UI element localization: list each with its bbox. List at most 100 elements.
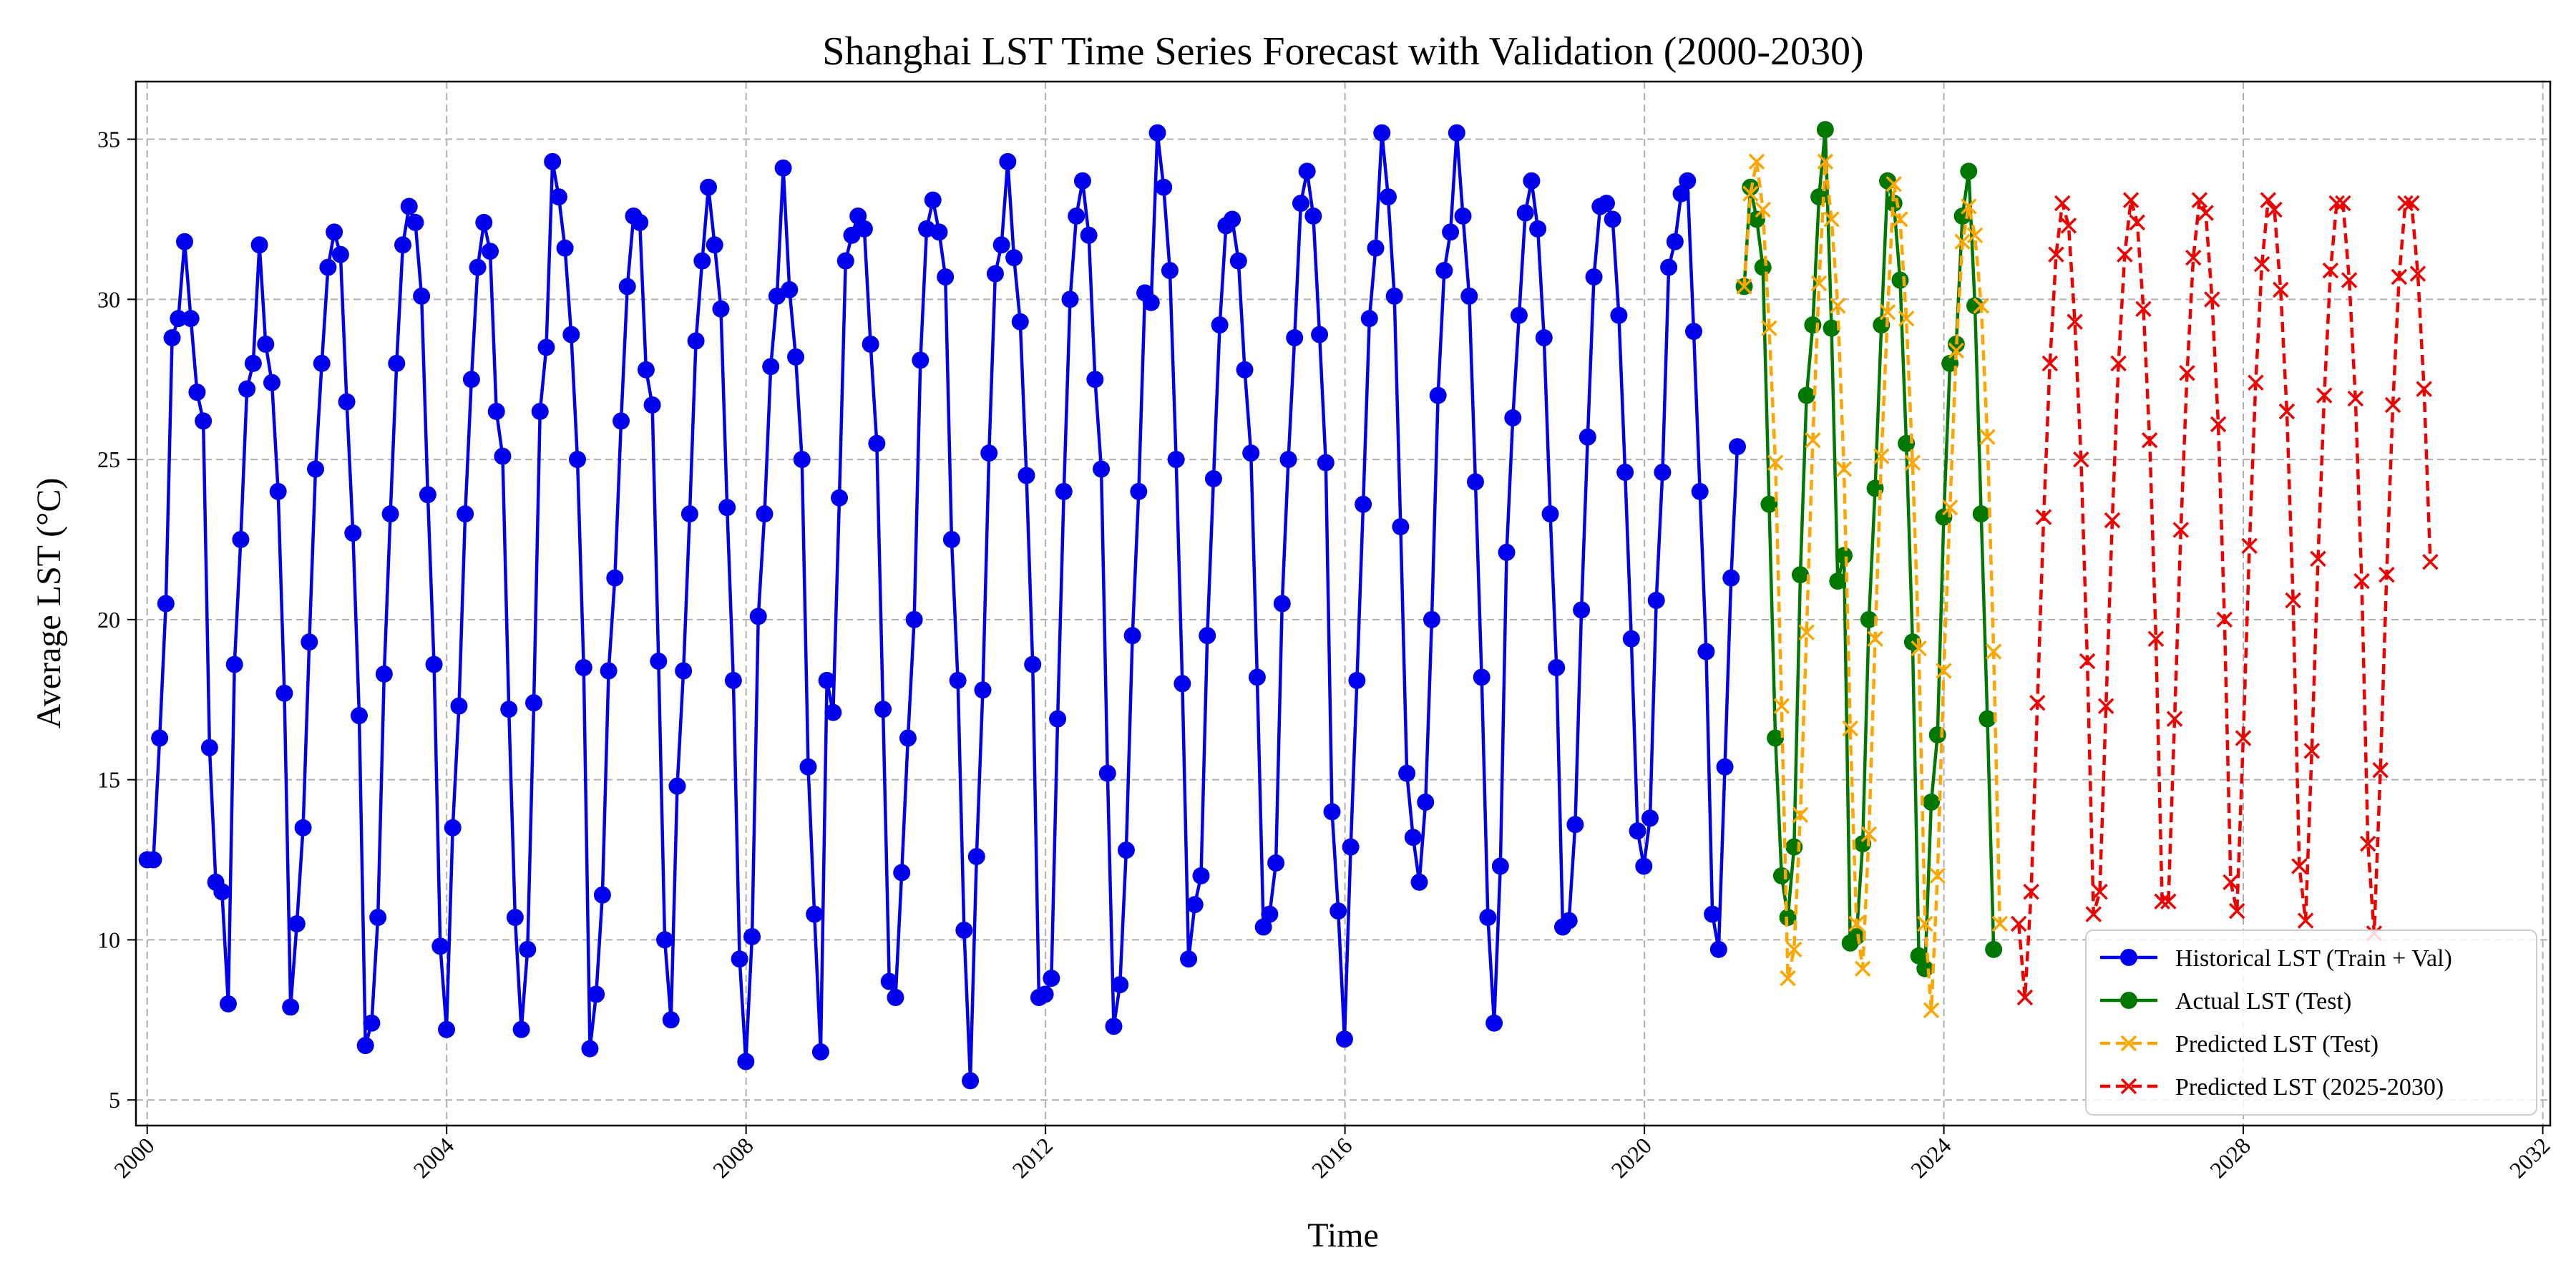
data-point — [500, 701, 518, 718]
data-point — [1854, 835, 1872, 853]
data-point — [1404, 829, 1422, 847]
data-point — [1716, 758, 1734, 776]
data-point — [1435, 262, 1453, 280]
data-point — [680, 505, 698, 523]
data-point — [613, 412, 630, 430]
data-point — [175, 233, 193, 250]
legend-swatch-marker — [2120, 1035, 2137, 1052]
data-point — [1736, 278, 1752, 295]
data-point — [1748, 153, 1765, 170]
data-point — [381, 505, 399, 523]
data-point — [1830, 298, 1846, 314]
data-point — [1610, 306, 1628, 324]
data-point — [1954, 233, 1971, 250]
data-point — [1829, 572, 1847, 590]
data-point — [887, 988, 904, 1006]
data-point — [818, 671, 836, 689]
data-point — [531, 402, 549, 420]
y-tick-label: 20 — [97, 607, 120, 633]
data-point — [992, 236, 1010, 254]
data-point — [2010, 915, 2027, 932]
data-point — [1835, 547, 1853, 565]
y-tick-label: 35 — [97, 127, 120, 152]
data-point — [2160, 893, 2177, 909]
data-point — [1279, 451, 1297, 469]
data-point — [1174, 675, 1191, 693]
legend-label: Predicted LST (Test) — [2175, 1031, 2379, 1058]
data-point — [213, 883, 231, 901]
data-point — [905, 610, 923, 628]
data-point — [831, 489, 849, 507]
data-point — [313, 354, 331, 372]
y-axis-title: Average LST (°C) — [30, 478, 68, 729]
data-point — [1342, 838, 1360, 856]
data-point — [2041, 355, 2059, 372]
data-point — [1460, 287, 1478, 305]
data-point — [394, 236, 412, 254]
data-point — [157, 595, 175, 613]
data-point — [1348, 671, 1366, 689]
data-point — [1879, 303, 1896, 321]
data-point — [868, 434, 886, 452]
data-point — [1417, 793, 1435, 811]
data-point — [288, 915, 306, 933]
y-tick-label: 30 — [97, 286, 120, 312]
data-point — [1798, 624, 1815, 641]
data-point — [899, 729, 917, 747]
data-point — [1061, 291, 1079, 308]
data-point — [1311, 326, 1329, 343]
data-point — [2260, 192, 2277, 208]
data-point — [1597, 195, 1615, 213]
data-point — [569, 451, 587, 469]
data-point — [2397, 195, 2414, 212]
data-point — [1966, 227, 1984, 244]
data-point — [1304, 207, 1322, 225]
data-point — [350, 707, 368, 725]
data-point — [1093, 460, 1111, 478]
data-point — [2141, 432, 2158, 449]
data-point — [550, 188, 567, 206]
data-point — [1823, 211, 1840, 228]
data-point — [1728, 438, 1746, 456]
data-point — [793, 451, 811, 469]
data-point — [618, 278, 636, 296]
data-point — [2278, 403, 2296, 420]
data-point — [2403, 195, 2420, 212]
data-point — [1936, 663, 1952, 679]
data-point — [525, 694, 543, 712]
data-point — [469, 258, 487, 276]
data-point — [369, 909, 387, 927]
data-point — [1448, 124, 1465, 142]
data-point — [1242, 444, 1260, 462]
data-point — [1935, 508, 1953, 526]
data-point — [1148, 124, 1166, 142]
data-point — [1860, 610, 1878, 628]
data-point — [2104, 512, 2121, 529]
data-point — [1055, 482, 1073, 500]
data-point — [2335, 195, 2351, 212]
data-point — [724, 671, 742, 689]
data-point — [301, 633, 318, 651]
data-point — [1629, 822, 1646, 840]
data-point — [2297, 912, 2314, 929]
data-point — [600, 662, 618, 680]
data-point — [1211, 316, 1229, 334]
data-point — [375, 665, 393, 683]
data-point — [494, 447, 512, 465]
series-3 — [2010, 192, 2439, 1006]
data-point — [1948, 342, 1965, 359]
data-point — [2291, 858, 2308, 874]
data-point — [2197, 205, 2214, 221]
plot-frame — [135, 80, 2552, 1127]
data-point — [2122, 192, 2140, 208]
data-point — [2154, 893, 2170, 909]
data-point — [519, 940, 537, 958]
data-point — [188, 384, 206, 401]
data-point — [1335, 1030, 1353, 1048]
data-point — [893, 864, 911, 882]
data-point — [1672, 185, 1690, 203]
data-point — [1810, 275, 1828, 292]
data-point — [512, 1020, 530, 1038]
data-point — [1199, 627, 1216, 645]
